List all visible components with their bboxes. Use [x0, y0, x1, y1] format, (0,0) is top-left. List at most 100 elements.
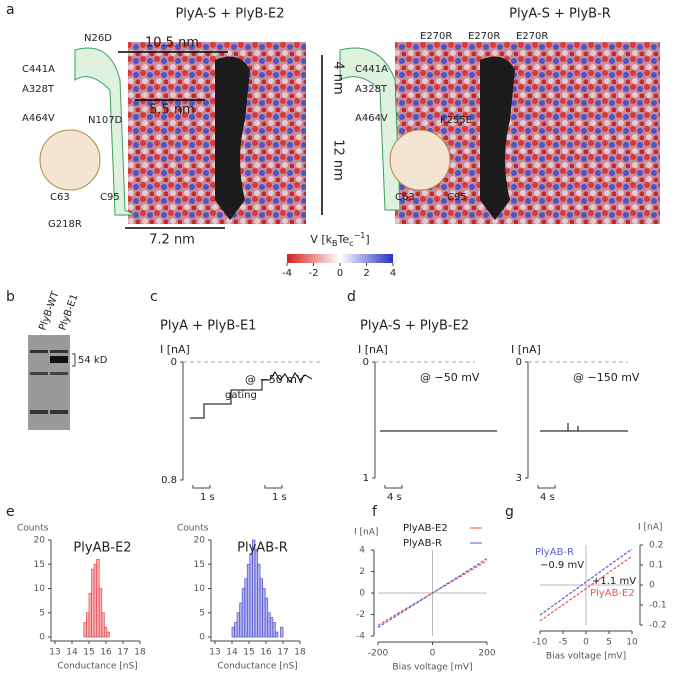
panel-label: a — [6, 2, 15, 18]
residue-label: E270R — [420, 31, 452, 42]
colorbar — [287, 254, 393, 263]
y-tick-label: 0 — [39, 633, 45, 643]
x-axis-label: Conductance [nS] — [217, 662, 297, 672]
y-axis-label: I [nA] — [638, 523, 662, 533]
y-tick-label: 1 — [363, 473, 369, 484]
voltage-label: @ −150 mV — [573, 371, 640, 384]
bar — [101, 612, 105, 638]
x-tick-label: 18 — [134, 648, 146, 658]
scale-label: 1 s — [272, 492, 287, 503]
scale-bar — [384, 485, 403, 489]
residue-label: A328T — [22, 84, 55, 95]
x-tick-label: 18 — [294, 648, 306, 658]
panel-label: e — [6, 504, 15, 520]
x-tick-label: -5 — [559, 638, 568, 648]
scale-label: 4 s — [540, 492, 555, 503]
residue-label: E270R — [516, 31, 548, 42]
legend-label: PlyAB-E2 — [403, 523, 448, 534]
y-tick-label: 20 — [194, 536, 206, 546]
dimension: 5.5 nm — [149, 103, 195, 118]
marker-label: 54 kD — [78, 355, 108, 366]
x-tick-label: 17 — [117, 648, 128, 658]
scale-bar — [192, 485, 283, 489]
series-line — [539, 555, 633, 622]
y-tick-label: 0.2 — [649, 541, 663, 551]
panel-title: PlyA-S + PlyB-E2 — [360, 319, 469, 334]
y-tick-label: 4 — [359, 546, 365, 556]
x-tick-label: 14 — [226, 648, 238, 658]
residue-label: N26D — [84, 33, 112, 44]
scale-label: 4 s — [387, 492, 402, 503]
y-axis-label: I [nA] — [511, 343, 541, 356]
gel — [28, 335, 76, 430]
bar — [274, 631, 279, 638]
pore-render — [39, 42, 660, 224]
y-tick-label: 15 — [34, 560, 45, 570]
y-tick-label: -0.1 — [649, 601, 667, 611]
x-tick-label: 16 — [260, 648, 272, 658]
series-line — [377, 558, 488, 628]
colorbar-label: V [kBTec−1] — [310, 231, 369, 248]
bar — [106, 631, 110, 638]
x-tick-label: 15 — [83, 648, 94, 658]
y-tick-label: 2 — [359, 567, 365, 577]
residue-label: N107D — [88, 115, 123, 126]
chart-title: PlyAB-R — [237, 541, 288, 556]
chart-title: PlyAB-E2 — [73, 541, 131, 556]
legend-label: PlyAB-R — [403, 538, 442, 549]
panel-title: PlyA + PlyB-E1 — [160, 319, 256, 334]
scale-bar — [537, 485, 556, 489]
residue-label: C63 — [395, 192, 415, 203]
panel-label: b — [6, 289, 15, 305]
colorbar-tick-label: -2 — [309, 268, 319, 279]
y-axis-label: Counts — [177, 524, 209, 534]
panel-label: g — [505, 504, 514, 520]
y-tick-label: -4 — [356, 632, 365, 642]
x-tick-label: -10 — [533, 638, 548, 648]
residue-label: G218R — [48, 219, 82, 230]
dimension: 7.2 nm — [149, 233, 195, 248]
y-tick-label: 0 — [363, 357, 369, 368]
scale-label: 1 s — [200, 492, 215, 503]
x-axis-label: Conductance [nS] — [57, 662, 137, 672]
dimension: 10.5 nm — [145, 36, 199, 51]
dimension-lines — [118, 51, 323, 229]
y-axis-label: I [nA] — [358, 343, 388, 356]
y-tick-label: 5 — [199, 608, 205, 618]
x-tick-label: 5 — [606, 638, 612, 648]
trace — [190, 371, 313, 419]
y-tick-label: 0.1 — [649, 561, 663, 571]
residue-label: E270R — [468, 31, 500, 42]
annotation: −0.9 mV — [540, 560, 584, 571]
x-tick-label: 14 — [66, 648, 78, 658]
y-axis-label: I [nA] — [354, 528, 378, 538]
dimension: 12 nm — [331, 139, 346, 181]
residue-label: K255E — [440, 115, 472, 126]
colorbar-tick-label: 0 — [337, 268, 343, 279]
residue-label: C63 — [50, 192, 70, 203]
panel-title: PlyA-S + PlyB-R — [509, 7, 611, 22]
y-tick-label: -2 — [356, 610, 365, 620]
colorbar-tick-label: 2 — [363, 268, 369, 279]
x-tick-label: 15 — [243, 648, 254, 658]
y-tick-label: 10 — [34, 584, 46, 594]
y-tick-label: 5 — [39, 608, 45, 618]
panel-label: f — [372, 504, 378, 520]
colorbar-tick-label: 4 — [390, 268, 396, 279]
annotation: gating — [225, 390, 257, 401]
trace — [540, 423, 628, 432]
axes — [50, 540, 140, 642]
x-tick-label: 10 — [626, 638, 638, 648]
residue-label: C441A — [22, 64, 55, 75]
residue-label: C95 — [447, 192, 467, 203]
y-tick-label: 0 — [516, 357, 522, 368]
y-axis-label: Counts — [17, 524, 49, 534]
y-tick-label: 0 — [171, 357, 177, 368]
y-tick-label: 0 — [359, 589, 365, 599]
residue-label: C441A — [355, 64, 388, 75]
y-tick-label: 0 — [199, 633, 205, 643]
voltage-label: @ −50 mV — [420, 371, 480, 384]
x-tick-label: -200 — [368, 649, 389, 659]
y-tick-label: 3 — [516, 473, 522, 484]
series-line — [539, 548, 633, 616]
